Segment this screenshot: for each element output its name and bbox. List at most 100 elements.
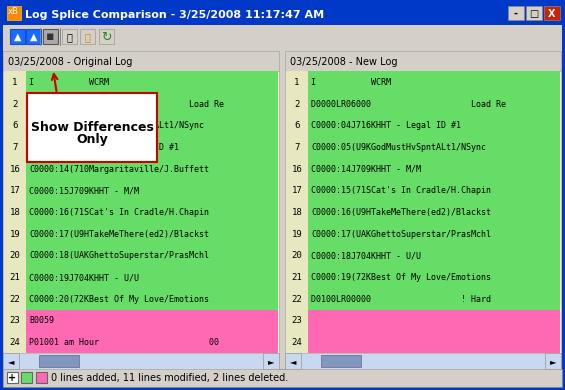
- Text: C0000:19(72KBest Of My Love/Emotions: C0000:19(72KBest Of My Love/Emotions: [311, 273, 491, 282]
- Bar: [4, 223, 26, 245]
- Bar: [80, 29, 95, 44]
- Bar: [286, 179, 308, 201]
- Text: ▪: ▪: [46, 30, 54, 44]
- Bar: [26, 310, 278, 332]
- Text: 03/25/2008 - Original Log: 03/25/2008 - Original Log: [8, 57, 132, 67]
- Text: C0000:19J704KHHT - U/U: C0000:19J704KHHT - U/U: [29, 273, 139, 282]
- Bar: [308, 245, 560, 266]
- Bar: [544, 6, 560, 20]
- Text: 1: 1: [12, 78, 18, 87]
- Text: 22: 22: [292, 295, 302, 304]
- Bar: [285, 353, 561, 369]
- Text: ►: ►: [268, 358, 274, 367]
- Text: □: □: [529, 9, 538, 19]
- Bar: [308, 288, 560, 310]
- Text: C0000:20(72KBest Of My Love/Emotions: C0000:20(72KBest Of My Love/Emotions: [29, 295, 209, 304]
- Bar: [308, 332, 560, 353]
- Text: 19: 19: [292, 230, 302, 239]
- Bar: [10, 29, 25, 44]
- Text: I           WCRM: I WCRM: [311, 78, 391, 87]
- Bar: [263, 353, 279, 369]
- Text: C0000:04J716KHHT - Legal ID #1: C0000:04J716KHHT - Legal ID #1: [311, 121, 461, 130]
- Text: 1: 1: [294, 78, 299, 87]
- Text: 20: 20: [10, 252, 20, 261]
- Bar: [43, 29, 58, 44]
- Bar: [21, 372, 32, 383]
- Bar: [26, 136, 278, 158]
- Text: C0000:04J716KHHT - Legal ID #1: C0000:04J716KHHT - Legal ID #1: [29, 143, 179, 152]
- Text: 21: 21: [10, 273, 20, 282]
- Text: C0000:15J709KHHT - M/M: C0000:15J709KHHT - M/M: [29, 186, 139, 195]
- Text: -: -: [514, 9, 518, 19]
- Bar: [286, 223, 308, 245]
- Text: C0000:16(71SCat's In Cradle/H.Chapin: C0000:16(71SCat's In Cradle/H.Chapin: [29, 208, 209, 217]
- Text: 21: 21: [292, 273, 302, 282]
- Text: 6: 6: [12, 121, 18, 130]
- Text: 2: 2: [12, 99, 18, 108]
- Text: C0000:05(U9KGodMustHvSpntALt1/NSync: C0000:05(U9KGodMustHvSpntALt1/NSync: [29, 121, 204, 130]
- Bar: [286, 136, 308, 158]
- Bar: [7, 372, 18, 383]
- Bar: [4, 245, 26, 266]
- Text: D0000LR06000                    Load Re: D0000LR06000 Load Re: [29, 99, 224, 108]
- Text: P01001 am Hour                      00: P01001 am Hour 00: [29, 338, 219, 347]
- Text: 🔑: 🔑: [84, 32, 90, 42]
- Bar: [545, 353, 561, 369]
- Bar: [26, 332, 278, 353]
- Bar: [40, 28, 41, 46]
- Bar: [4, 136, 26, 158]
- Bar: [4, 114, 26, 136]
- Bar: [26, 245, 278, 266]
- Bar: [4, 266, 26, 288]
- Bar: [286, 288, 308, 310]
- Text: 18: 18: [10, 208, 20, 217]
- Bar: [285, 51, 561, 369]
- Bar: [3, 369, 562, 387]
- Bar: [285, 51, 561, 71]
- Text: C0000:18J704KHHT - U/U: C0000:18J704KHHT - U/U: [311, 252, 421, 261]
- Bar: [286, 93, 308, 114]
- Bar: [308, 201, 560, 223]
- Bar: [308, 310, 560, 332]
- Bar: [26, 93, 278, 114]
- Bar: [27, 93, 157, 162]
- Bar: [308, 179, 560, 201]
- Text: C0000:18(UAKGhettoSuperstar/PrasMchl: C0000:18(UAKGhettoSuperstar/PrasMchl: [29, 252, 209, 261]
- Bar: [26, 71, 278, 93]
- Text: ◄: ◄: [290, 358, 296, 367]
- Text: 17: 17: [292, 186, 302, 195]
- Bar: [526, 6, 542, 20]
- Text: 24: 24: [10, 338, 20, 347]
- Bar: [26, 201, 278, 223]
- Bar: [285, 353, 301, 369]
- Text: 6: 6: [294, 121, 299, 130]
- Bar: [3, 25, 562, 51]
- Bar: [26, 266, 278, 288]
- Bar: [508, 6, 524, 20]
- Text: B0059: B0059: [29, 316, 54, 326]
- Bar: [286, 310, 308, 332]
- Text: Log Splice Comparison - 3/25/2008 11:17:47 AM: Log Splice Comparison - 3/25/2008 11:17:…: [25, 10, 324, 20]
- Bar: [26, 114, 278, 136]
- Bar: [286, 245, 308, 266]
- Bar: [3, 353, 19, 369]
- Text: C0000:16(U9HTakeMeThere(ed2)/Blackst: C0000:16(U9HTakeMeThere(ed2)/Blackst: [311, 208, 491, 217]
- Text: 20: 20: [292, 252, 302, 261]
- Bar: [26, 158, 278, 179]
- Bar: [26, 179, 278, 201]
- Text: X: X: [548, 9, 556, 19]
- Text: Show Differences: Show Differences: [31, 121, 154, 134]
- Bar: [308, 266, 560, 288]
- Bar: [308, 136, 560, 158]
- Bar: [3, 51, 279, 71]
- Text: 24: 24: [292, 338, 302, 347]
- Text: 16: 16: [10, 165, 20, 174]
- Text: Only: Only: [76, 133, 108, 146]
- Text: C0000:14J709KHHT - M/M: C0000:14J709KHHT - M/M: [311, 165, 421, 174]
- Bar: [308, 114, 560, 136]
- Bar: [60, 28, 61, 46]
- Text: 03/25/2008 - New Log: 03/25/2008 - New Log: [290, 57, 398, 67]
- Bar: [286, 332, 308, 353]
- Bar: [4, 179, 26, 201]
- Bar: [36, 372, 47, 383]
